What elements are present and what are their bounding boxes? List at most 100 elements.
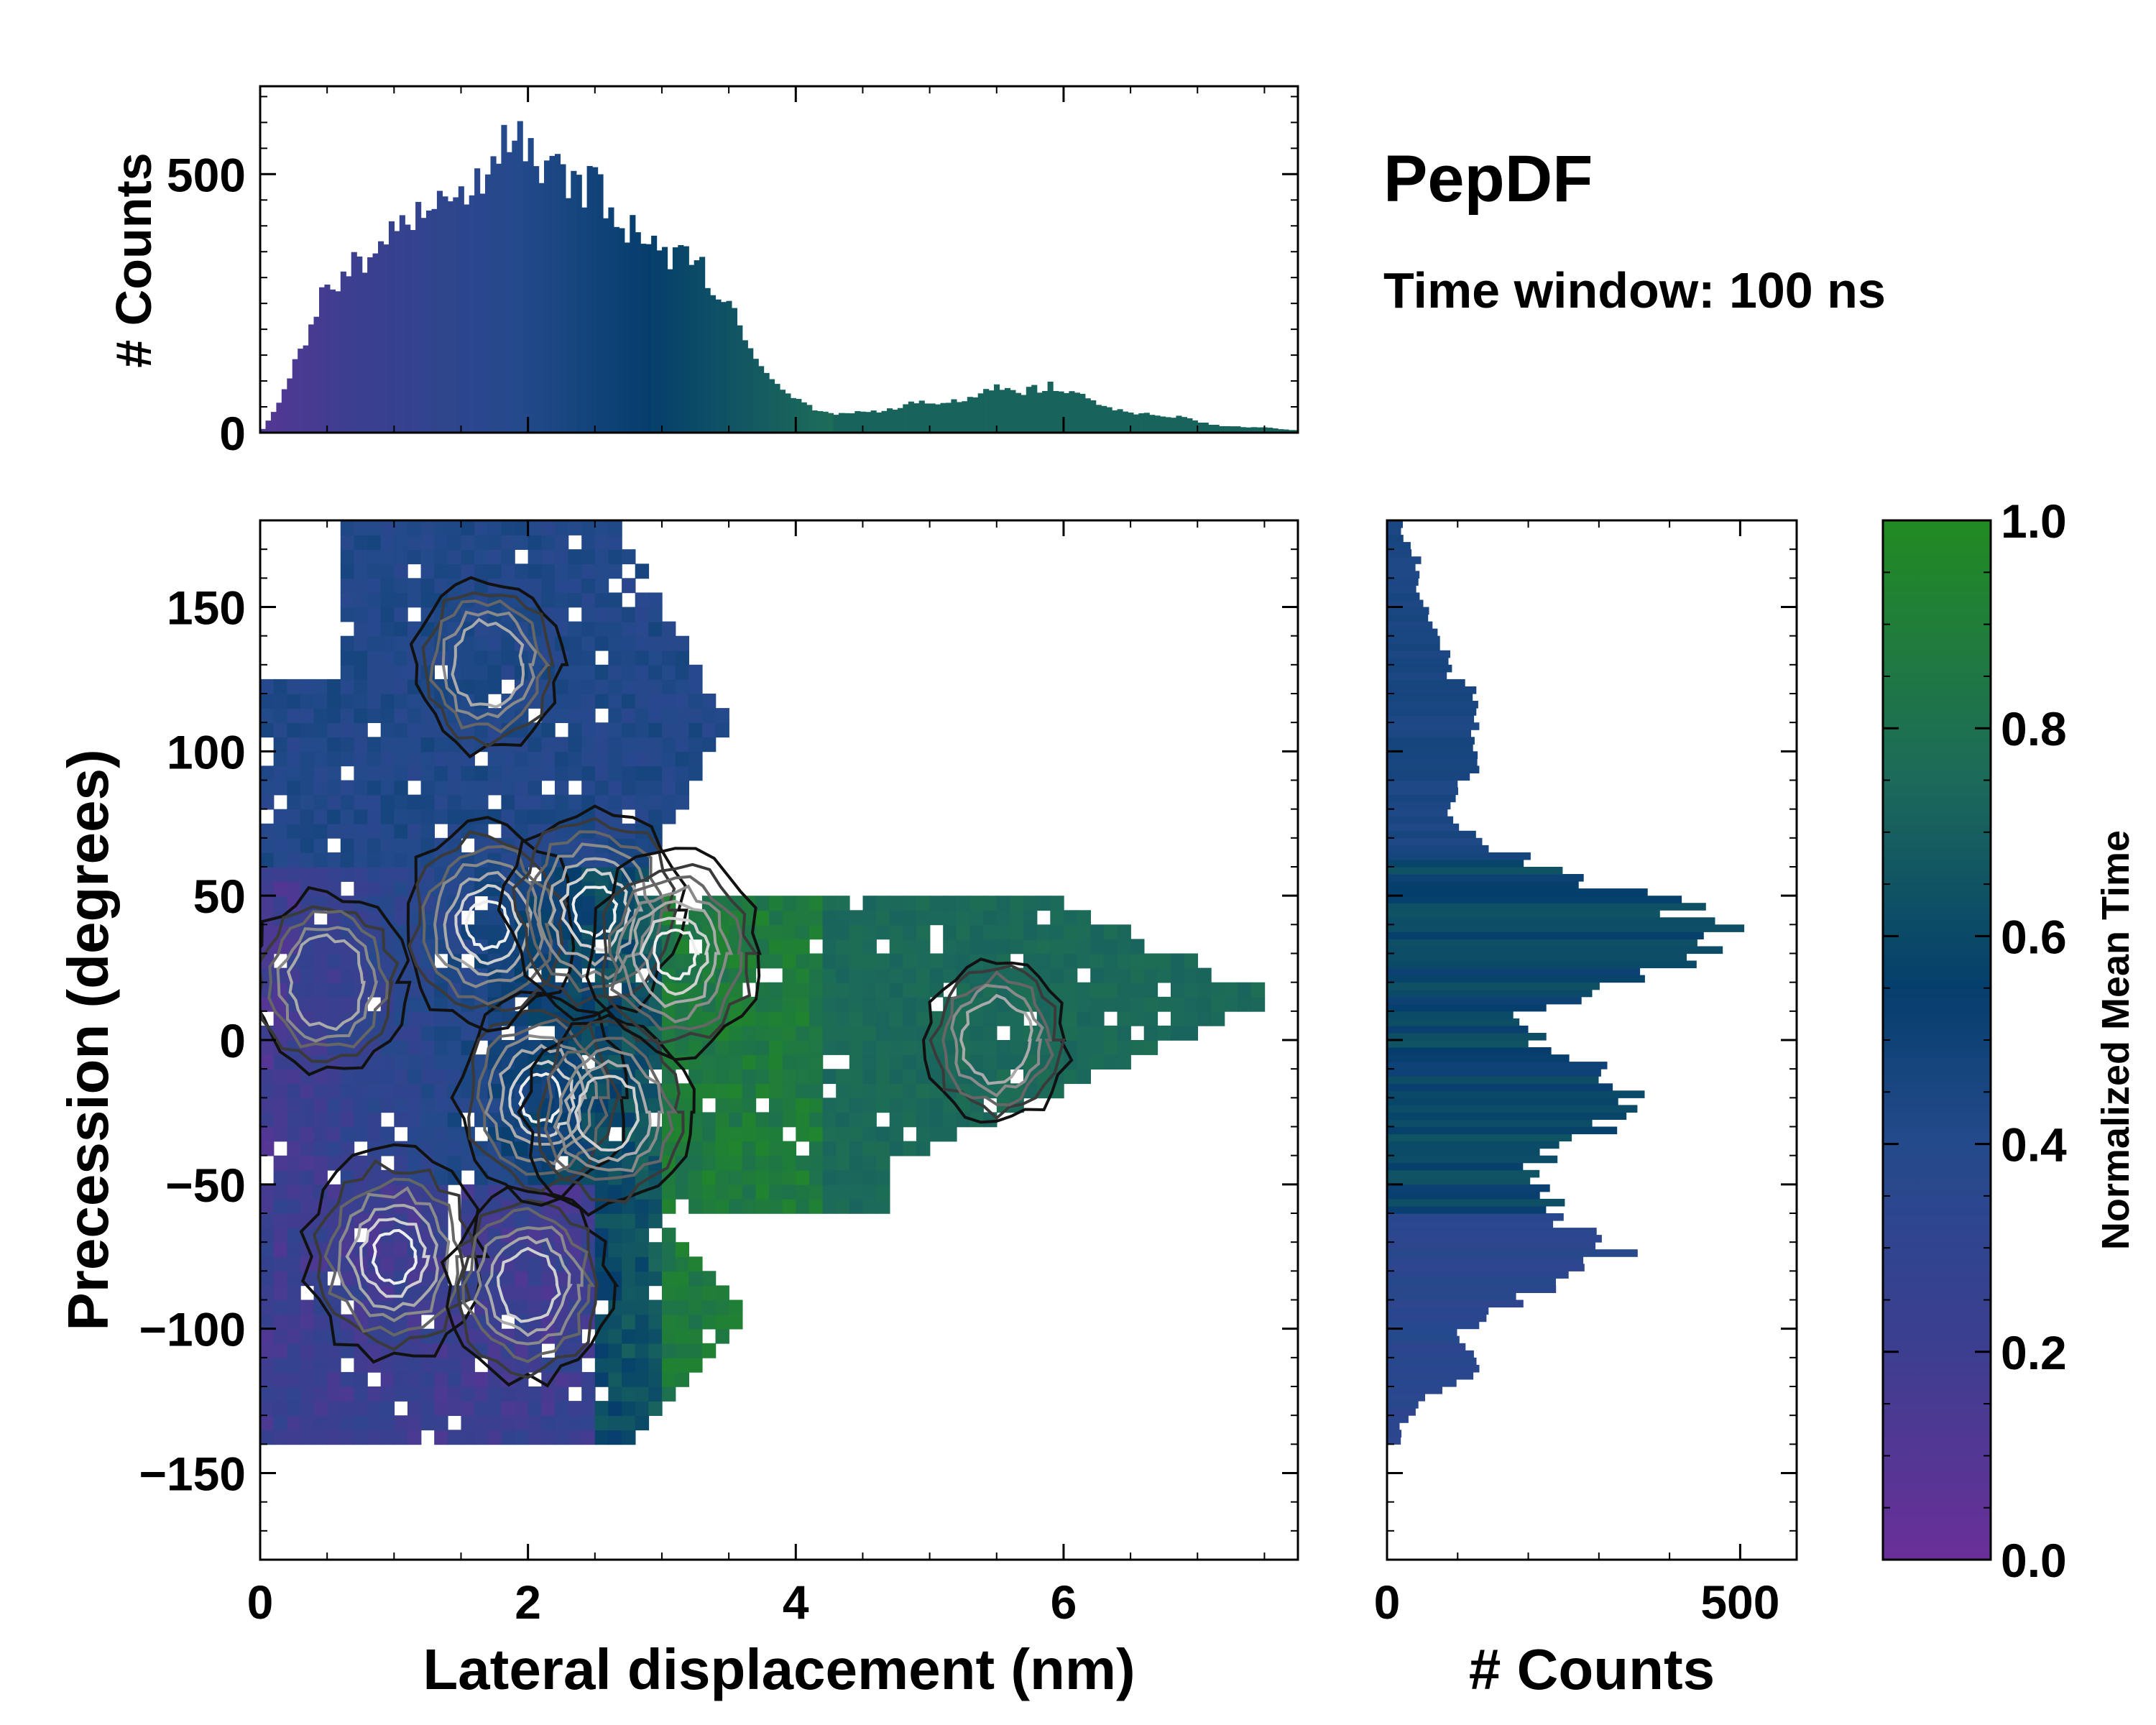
heatmap-cell <box>876 1098 890 1113</box>
heatmap-cell <box>849 1083 864 1099</box>
top-histogram-bar <box>796 399 802 433</box>
heatmap-cell <box>568 621 582 637</box>
heatmap-cell <box>313 867 328 882</box>
right-histogram-bar <box>1387 801 1451 810</box>
heatmap-cell <box>849 996 864 1012</box>
heatmap-cell <box>836 1155 850 1171</box>
heatmap-cell <box>487 1430 502 1445</box>
heatmap-cell <box>407 751 422 767</box>
top-histogram-bar <box>624 242 630 433</box>
heatmap-cell <box>394 910 408 926</box>
heatmap-cell <box>447 564 462 579</box>
right-histogram-bar <box>1387 1155 1558 1164</box>
heatmap-cell <box>313 1083 328 1099</box>
heatmap-cell <box>769 996 783 1012</box>
heatmap-cell <box>434 1343 448 1358</box>
heatmap-cell <box>635 1357 650 1373</box>
heatmap-cell <box>260 1328 275 1344</box>
heatmap-cell <box>1103 939 1118 954</box>
heatmap-cell <box>581 881 596 896</box>
heatmap-cell <box>701 1126 717 1142</box>
heatmap-cell <box>394 678 408 694</box>
heatmap-cell <box>260 1401 275 1416</box>
right-histogram-bar <box>1387 1271 1569 1279</box>
heatmap-cell <box>501 1242 515 1258</box>
heatmap-cell <box>822 896 837 911</box>
heatmap-cell <box>407 1430 422 1445</box>
heatmap-cell <box>515 1300 529 1315</box>
heatmap-cell <box>554 694 569 709</box>
heatmap-cell <box>662 751 676 767</box>
heatmap-cell <box>354 780 368 796</box>
right-histogram-bar <box>1387 1213 1564 1221</box>
density-contour <box>473 1225 584 1346</box>
heatmap-cell <box>662 1285 676 1301</box>
heatmap-cell <box>622 1357 636 1373</box>
heatmap-cell <box>581 635 596 651</box>
right-histogram-ticks: 0 500 <box>1374 520 1797 1629</box>
heatmap-cell <box>380 621 395 637</box>
heatmap-cell <box>782 1040 797 1055</box>
heatmap-cell <box>501 1054 515 1070</box>
heatmap-cell <box>635 1155 650 1171</box>
heatmap-cell <box>420 1069 435 1085</box>
heatmap-cell <box>528 1256 542 1272</box>
heatmap-cell <box>903 1069 917 1085</box>
heatmap-cell <box>808 1011 824 1026</box>
heatmap-cell <box>273 678 287 694</box>
heatmap-cell <box>313 953 328 969</box>
heatmap-cell <box>594 780 609 796</box>
heatmap-cell <box>300 1314 315 1330</box>
heatmap-y-tick-label: −50 <box>165 1159 246 1212</box>
heatmap-cell <box>836 1112 850 1128</box>
top-histogram-bar <box>378 241 384 433</box>
heatmap-cell <box>715 1198 729 1214</box>
heatmap-cell <box>380 867 395 882</box>
heatmap-cell <box>1063 910 1078 926</box>
top-histogram-bar <box>1171 418 1177 433</box>
heatmap-cell <box>380 837 395 853</box>
top-histogram-bar <box>887 408 893 433</box>
right-histogram-bar <box>1387 953 1687 962</box>
heatmap-cell <box>367 1401 382 1416</box>
heatmap-cell <box>367 520 382 535</box>
heatmap-cell <box>581 910 596 926</box>
heatmap-cell <box>554 607 569 622</box>
top-histogram-bar <box>870 410 877 433</box>
heatmap-cell <box>1036 896 1051 911</box>
heatmap-cell <box>407 535 422 550</box>
heatmap-cell <box>836 910 850 926</box>
heatmap-cell <box>903 953 917 969</box>
heatmap-cell <box>594 549 609 565</box>
heatmap-cell <box>996 967 1011 983</box>
heatmap-cell <box>354 535 368 550</box>
right-histogram-bar <box>1387 1184 1550 1192</box>
heatmap-cell <box>688 1126 703 1142</box>
heatmap-cell <box>434 1357 448 1373</box>
heatmap-cell <box>554 837 569 853</box>
heatmap-cell <box>407 1112 422 1128</box>
heatmap-cell <box>836 1098 850 1113</box>
heatmap-cell <box>300 1011 315 1026</box>
heatmap-cell <box>340 664 355 680</box>
heatmap-cell <box>313 852 328 868</box>
density-contour <box>476 1018 610 1176</box>
heatmap-cell <box>862 910 877 926</box>
heatmap-cell <box>313 1328 328 1344</box>
heatmap-cell <box>715 1300 729 1315</box>
right-histogram-bar <box>1387 823 1460 832</box>
heatmap-cell <box>487 664 502 680</box>
heatmap-cell <box>742 1011 757 1026</box>
heatmap-cell <box>594 592 609 608</box>
heatmap-cell <box>675 664 689 680</box>
right-histogram-bar <box>1387 888 1648 896</box>
heatmap-cell <box>528 1430 542 1445</box>
heatmap-cell <box>662 953 676 969</box>
heatmap-cell <box>434 1371 448 1387</box>
heatmap-cell <box>554 1430 569 1445</box>
heatmap-cell <box>327 694 341 709</box>
heatmap-cell <box>701 1198 717 1214</box>
heatmap-cell <box>742 1040 757 1055</box>
heatmap-cell <box>729 1069 743 1085</box>
